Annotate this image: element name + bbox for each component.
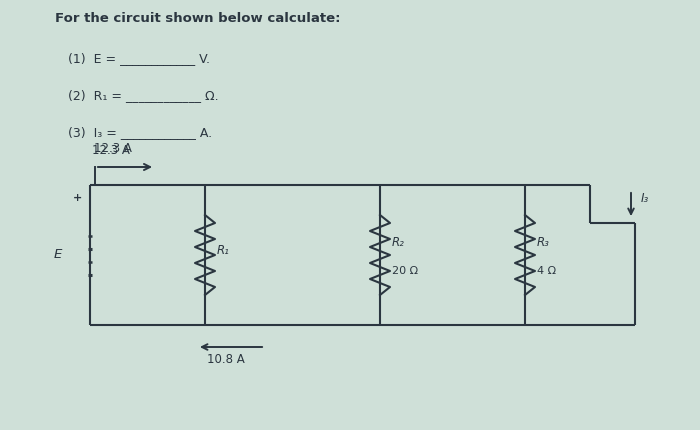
Text: 12.3 A: 12.3 A (92, 144, 130, 157)
Text: R₁: R₁ (217, 243, 230, 257)
Text: 20 Ω: 20 Ω (392, 266, 418, 276)
Text: 12.3 A: 12.3 A (94, 142, 132, 155)
Text: E: E (54, 249, 62, 261)
Text: +: + (74, 193, 83, 203)
Text: (2)  R₁ = ____________ Ω.: (2) R₁ = ____________ Ω. (68, 89, 218, 102)
Text: 10.8 A: 10.8 A (207, 353, 245, 366)
Text: 4 Ω: 4 Ω (537, 266, 556, 276)
Text: R₂: R₂ (392, 237, 405, 249)
Text: For the circuit shown below calculate:: For the circuit shown below calculate: (55, 12, 340, 25)
Text: I₃: I₃ (641, 193, 649, 206)
Text: (3)  I₃ = ____________ A.: (3) I₃ = ____________ A. (68, 126, 212, 139)
Text: (1)  E = ____________ V.: (1) E = ____________ V. (68, 52, 210, 65)
Text: R₃: R₃ (537, 237, 550, 249)
